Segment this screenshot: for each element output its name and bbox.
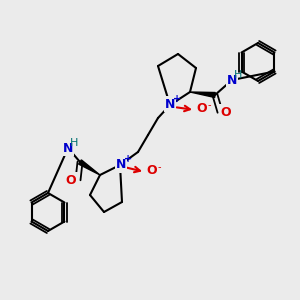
Text: N: N xyxy=(165,98,175,110)
Polygon shape xyxy=(190,92,215,98)
Text: N: N xyxy=(63,142,73,154)
Text: O: O xyxy=(197,103,207,116)
Text: N: N xyxy=(227,74,237,86)
Text: N: N xyxy=(116,158,126,172)
Text: +: + xyxy=(124,154,132,164)
Polygon shape xyxy=(79,160,100,175)
Text: O: O xyxy=(66,173,76,187)
Text: H: H xyxy=(70,138,78,148)
Text: O: O xyxy=(221,106,231,118)
Text: O: O xyxy=(147,164,157,178)
Text: H: H xyxy=(234,70,242,80)
Text: +: + xyxy=(173,94,181,104)
Text: -: - xyxy=(207,100,211,110)
Text: -: - xyxy=(157,162,161,172)
